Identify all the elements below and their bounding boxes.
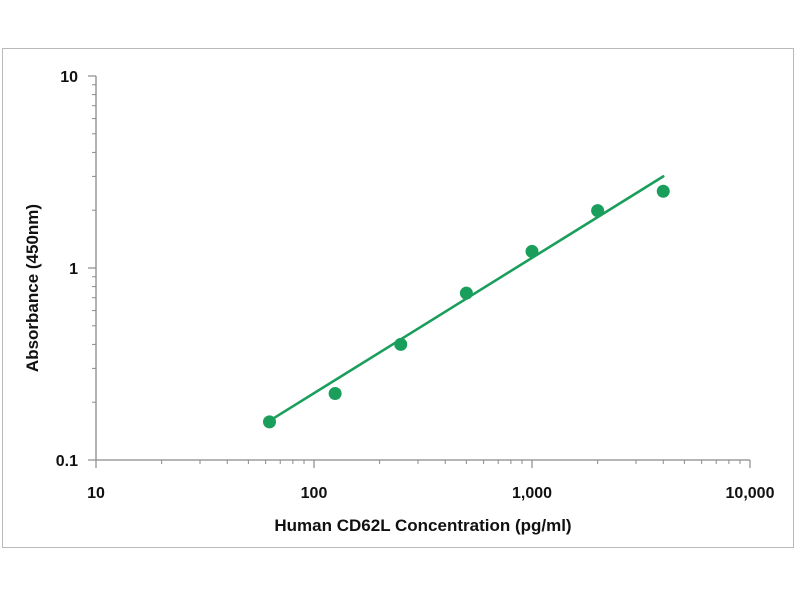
x-axis-ticks: 10 100 1,000 10,000 <box>87 460 775 502</box>
data-point <box>459 286 473 300</box>
data-point <box>591 204 605 218</box>
y-tick-label: 10 <box>60 69 78 86</box>
y-axis-title: Absorbance (450nm) <box>23 204 42 372</box>
y-tick-label: 0.1 <box>56 453 78 470</box>
y-axis-ticks: 0.1 1 10 <box>56 69 96 470</box>
x-tick-label: 100 <box>301 485 328 502</box>
x-axis-title: Human CD62L Concentration (pg/ml) <box>274 516 571 535</box>
data-point <box>263 415 277 429</box>
data-point <box>394 337 408 351</box>
x-tick-label: 10 <box>87 485 105 502</box>
chart-frame <box>2 48 794 548</box>
data-point <box>328 387 342 401</box>
y-tick-label: 1 <box>69 261 78 278</box>
x-tick-label: 10,000 <box>726 485 775 502</box>
data-point <box>656 184 670 198</box>
data-point <box>525 244 539 258</box>
data-points <box>263 184 670 429</box>
x-tick-label: 1,000 <box>512 485 552 502</box>
axes <box>95 76 750 461</box>
